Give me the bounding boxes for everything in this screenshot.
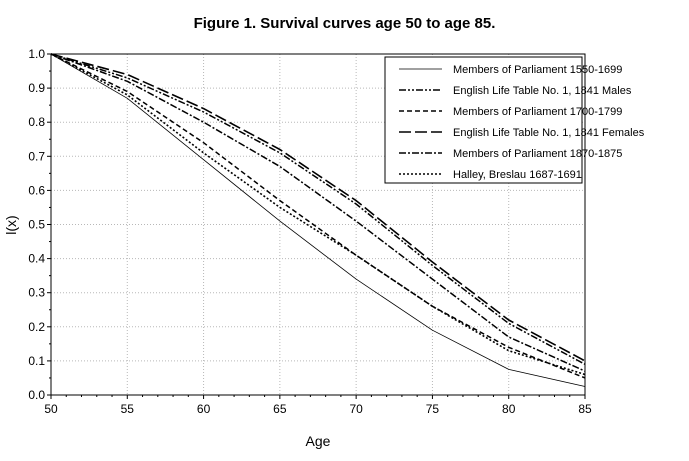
legend-label-1: Members of Parliament 1550-1699	[453, 64, 622, 76]
y-tick-label: 0.0	[28, 388, 45, 402]
y-tick-label: 0.1	[28, 354, 45, 368]
y-tick-label: 0.5	[28, 218, 45, 232]
y-tick-label: 0.9	[28, 81, 45, 95]
x-axis-label: Age	[306, 433, 331, 449]
series-line-6	[50, 53, 586, 376]
series-line-2	[50, 53, 586, 365]
legend-label-3: Members of Parliament 1700-1799	[453, 106, 622, 118]
y-tick-label: 0.7	[28, 149, 45, 163]
y-tick-label: 0.8	[28, 115, 45, 129]
x-tick-label: 80	[502, 402, 516, 416]
legend-box	[384, 56, 583, 184]
x-tick-label: 75	[426, 402, 440, 416]
y-tick-label: 0.6	[28, 183, 45, 197]
series-line-1	[50, 53, 586, 387]
legend-label-6: Halley, Breslau 1687-1691	[453, 169, 582, 181]
y-tick-label: 0.3	[28, 286, 45, 300]
series-lines	[50, 53, 586, 387]
x-tick-label: 50	[44, 402, 58, 416]
legend-label-5: Members of Parliament 1870-1875	[453, 148, 622, 160]
series-line-5	[50, 53, 586, 372]
legend-label-2: English Life Table No. 1, 1841 Males	[453, 85, 632, 97]
y-tick-label: 0.2	[28, 320, 45, 334]
x-tick-label: 65	[273, 402, 287, 416]
axis-ticks: 50 55 60 65 70 75 80 85 0.0 0.1 0.2 0.3 0.4 0.5 0.6 0.7…	[28, 47, 592, 416]
x-tick-label: 70	[349, 402, 363, 416]
y-tick-label: 1.0	[28, 47, 45, 61]
y-axis-label: l(x)	[3, 215, 19, 234]
x-tick-label: 85	[578, 402, 592, 416]
series-line-3	[50, 53, 586, 379]
legend-label-4: English Life Table No. 1, 1841 Females	[453, 127, 645, 139]
x-tick-label: 60	[197, 402, 211, 416]
legend: Members of Parliament 1550-1699 English L…	[384, 56, 645, 184]
x-tick-label: 55	[121, 402, 135, 416]
y-tick-label: 0.4	[28, 252, 45, 266]
series-line-4	[50, 53, 586, 362]
chart-title: Figure 1. Survival curves age 50 to age …	[193, 15, 496, 32]
